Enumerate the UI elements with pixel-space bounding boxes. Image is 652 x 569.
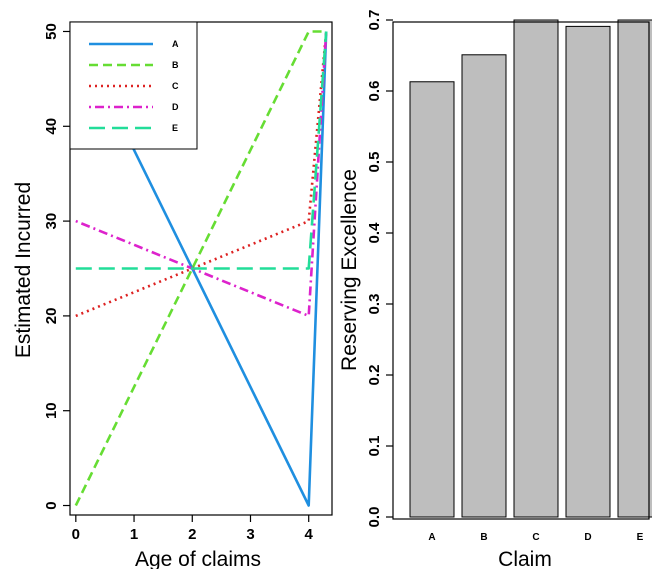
legend-label-e: E	[172, 123, 178, 133]
bar-chart: 0.0 0.1 0.2 0.3 0.4 0.5 0.6 0.7 A B C D E Claim Res…	[338, 10, 652, 569]
line-chart-y-label: Estimated Incurred	[12, 182, 35, 358]
x-tick-label: 0	[72, 526, 80, 543]
y-tick-label: 0.4	[366, 222, 383, 244]
y-tick-label: 20	[43, 308, 60, 325]
legend-label-d: D	[172, 102, 179, 112]
y-tick-label: 0.1	[366, 436, 383, 457]
y-tick-label: 0.3	[366, 294, 383, 315]
line-chart-x-label: Age of claims	[135, 548, 261, 569]
legend-label-b: B	[172, 60, 179, 70]
legend-label-c: C	[172, 81, 179, 91]
bar-d	[565, 25, 611, 518]
y-tick-label: 0.2	[366, 365, 383, 386]
legend-items: A B C D E	[89, 39, 179, 133]
series-line-b	[74, 30, 327, 507]
series-line-e	[75, 31, 328, 270]
y-tick-label: 0.5	[366, 152, 383, 173]
y-tick-label: 0	[43, 501, 60, 509]
bar-a	[409, 81, 455, 518]
bar-chart-y-axis: 0.0 0.1 0.2 0.3 0.4 0.5 0.6 0.7	[366, 10, 393, 528]
category-label-a: A	[428, 532, 435, 543]
bar-chart-bars	[409, 19, 652, 518]
category-label-d: D	[584, 532, 591, 543]
legend-label-a: A	[172, 39, 179, 49]
bar-chart-x-label: Claim	[498, 548, 552, 569]
category-label-b: B	[480, 532, 487, 543]
line-chart: 0 1 2 3 4 0 10 20 30 40 50 Age of claims Estimate…	[12, 21, 333, 569]
line-chart-plot-frame	[69, 21, 333, 516]
y-tick-label: 40	[43, 118, 60, 135]
x-tick-label: 3	[246, 526, 254, 543]
category-label-c: C	[532, 532, 539, 543]
y-tick-label: 30	[43, 213, 60, 230]
bar-e	[617, 19, 652, 518]
series-line-a	[74, 30, 328, 507]
bar-chart-y-label: Reserving Excellence	[338, 169, 361, 371]
x-tick-label: 2	[188, 526, 196, 543]
x-tick-label: 1	[130, 526, 138, 543]
line-chart-series	[74, 30, 328, 507]
y-tick-label: 50	[43, 23, 60, 40]
y-tick-label: 0.0	[366, 507, 383, 528]
bar-c	[513, 19, 559, 518]
y-tick-label: 0.7	[366, 10, 383, 31]
y-tick-label: 10	[43, 402, 60, 419]
line-chart-x-axis: 0 1 2 3 4	[72, 515, 314, 543]
bar-chart-x-axis: A B C D E	[428, 532, 643, 543]
line-chart-y-axis: 0 10 20 30 40 50	[43, 23, 70, 510]
line-chart-legend: A B C D E	[69, 21, 198, 150]
series-line-d	[75, 31, 328, 318]
y-tick-label: 0.6	[366, 81, 383, 102]
bar-chart-plot-frame	[392, 21, 650, 520]
x-tick-label: 4	[305, 526, 314, 543]
bar-b	[461, 54, 507, 518]
category-label-e: E	[637, 532, 644, 543]
